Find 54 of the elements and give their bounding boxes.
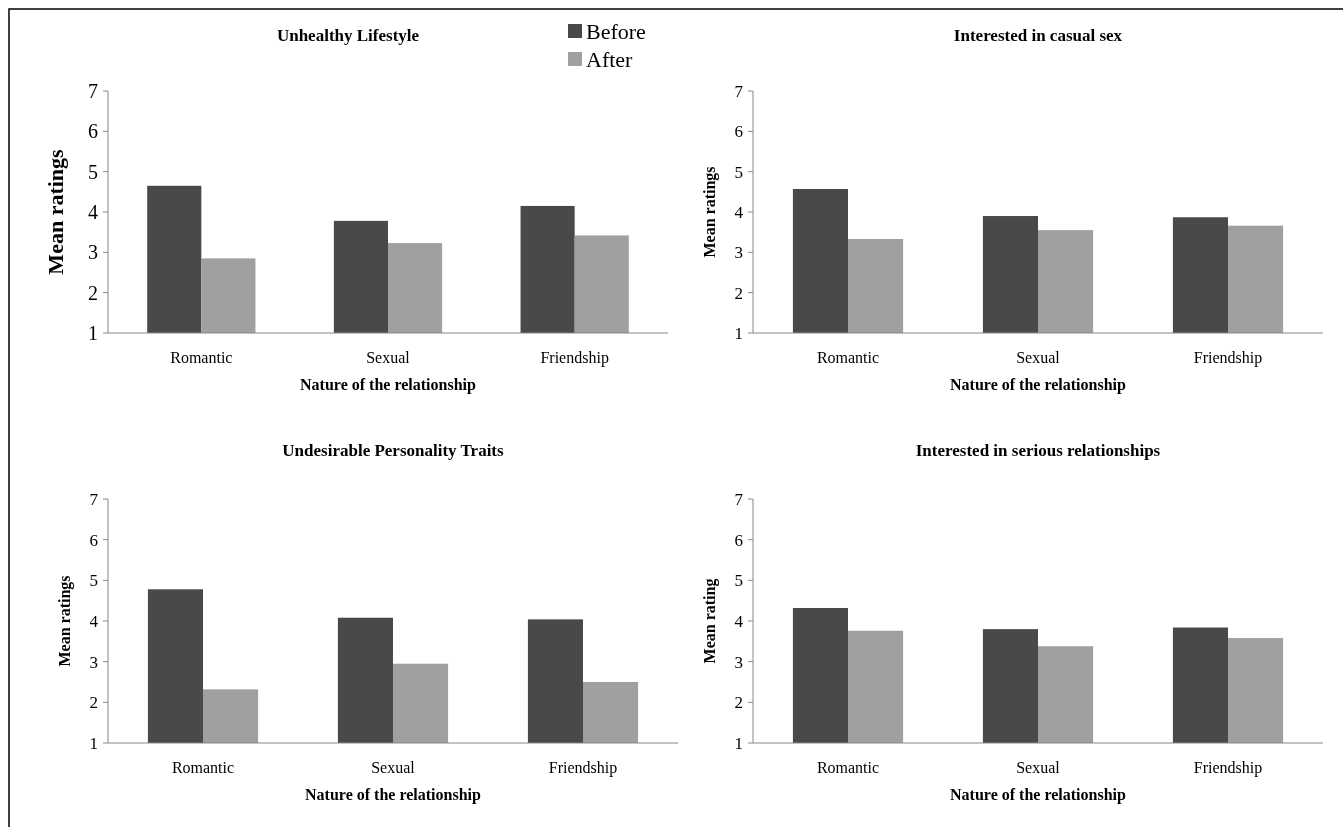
legend-label: After [586, 46, 634, 72]
x-tick-label: Sexual [1016, 349, 1061, 366]
y-tick-label: 5 [734, 571, 743, 591]
x-tick-label: Friendship [548, 759, 618, 777]
y-tick-label: 4 [734, 202, 744, 222]
y-tick-label: 1 [88, 322, 98, 344]
y-tick-label: 2 [734, 283, 743, 303]
x-tick-label: Romantic [171, 759, 235, 776]
x-tick-label: Romantic [816, 759, 880, 776]
y-tick-label: 6 [734, 122, 743, 142]
y-tick-label: 3 [88, 241, 98, 264]
x-tick-label: Friendship [1193, 349, 1263, 367]
y-tick-label: 2 [734, 693, 743, 713]
y-tick-label: 1 [734, 733, 743, 753]
y-tick-label: 1 [89, 733, 98, 753]
y-axis-title: Mean ratings [56, 575, 74, 667]
chart-title: Undesirable Personality Traits [282, 441, 505, 460]
chart-title: Interested in serious relationships [915, 441, 1161, 460]
x-tick-label: Friendship [1193, 759, 1263, 777]
y-tick-label: 6 [734, 530, 743, 550]
y-tick-label: 7 [734, 489, 744, 509]
y-tick-label: 6 [88, 120, 98, 143]
y-tick-label: 3 [734, 652, 743, 672]
x-tick-label: Friendship [540, 349, 609, 367]
y-tick-label: 2 [89, 693, 98, 713]
y-tick-label: 5 [89, 571, 98, 591]
y-axis-title: Mean ratings [701, 166, 719, 258]
x-axis-title: Nature of the relationship [305, 786, 482, 804]
y-tick-label: 7 [88, 80, 98, 102]
y-tick-label: 3 [734, 243, 743, 263]
y-tick-label: 3 [89, 652, 98, 672]
y-tick-label: 5 [734, 162, 743, 182]
y-tick-label: 7 [734, 81, 744, 101]
y-tick-label: 7 [89, 489, 99, 509]
y-tick-label: 6 [89, 530, 98, 550]
x-tick-label: Romantic [170, 349, 233, 366]
y-axis-title: Mean ratings [43, 148, 68, 275]
y-tick-label: 2 [88, 281, 98, 304]
chart-title: Unhealthy Lifestyle [276, 26, 420, 45]
x-tick-label: Sexual [366, 349, 411, 366]
x-axis-title: Nature of the relationship [950, 376, 1127, 394]
x-tick-label: Romantic [816, 349, 880, 366]
y-tick-label: 5 [88, 160, 98, 183]
x-tick-label: Sexual [1016, 759, 1061, 776]
y-axis-title: Mean rating [701, 578, 719, 664]
y-tick-label: 1 [734, 323, 743, 343]
x-axis-title: Nature of the relationship [300, 376, 477, 394]
x-tick-label: Sexual [371, 759, 416, 776]
x-axis-title: Nature of the relationship [950, 786, 1127, 804]
chart-title: Interested in casual sex [953, 26, 1123, 45]
y-tick-label: 4 [734, 611, 744, 631]
legend-label: Before [586, 18, 646, 44]
y-tick-label: 4 [89, 611, 99, 631]
y-tick-label: 4 [88, 201, 98, 223]
